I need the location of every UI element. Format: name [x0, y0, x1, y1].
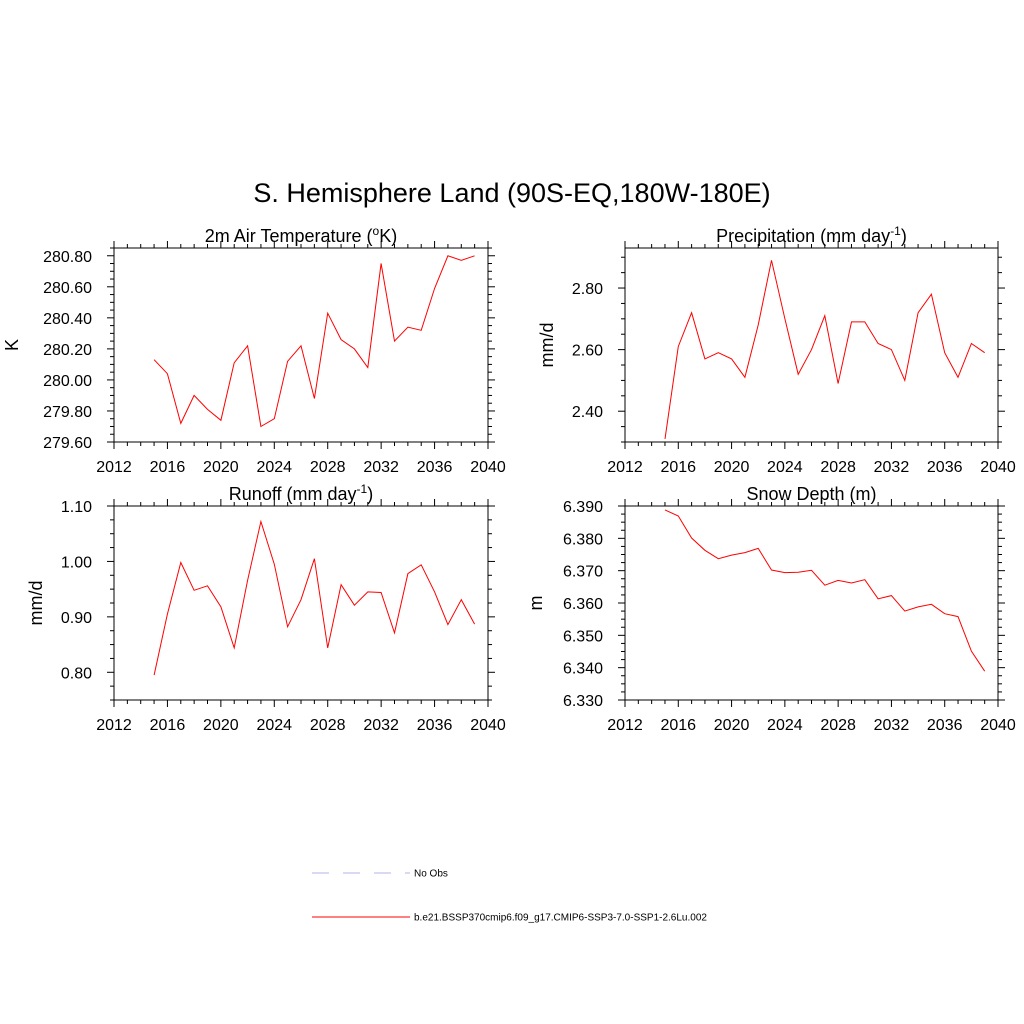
- x-tick-label: 2024: [256, 459, 292, 476]
- panels: 2m Air Temperature (oK) K 2012 2016 2020 2024…: [2, 224, 1016, 734]
- x-tick-label: 2020: [714, 717, 750, 734]
- x-tick-label: 2024: [256, 717, 292, 734]
- panel-title-end: ): [367, 484, 373, 504]
- x-tick-label: 2024: [767, 717, 803, 734]
- x-tick-label: 2036: [927, 459, 963, 476]
- y-tick-label: 6.350: [563, 628, 603, 645]
- y-tick-label: 280.40: [43, 311, 92, 328]
- panel-2: Precipitation (mm day-1) mm/d 2012 2016 2020…: [537, 224, 1016, 476]
- y-tick-label: 6.390: [563, 499, 603, 516]
- x-tick-label: 2016: [150, 459, 186, 476]
- legend: No Obs b.e21.BSSP370cmip6.f09_g17.CMIP6-S…: [312, 869, 707, 924]
- x-tick-label: 2032: [363, 459, 399, 476]
- x-tick-label: 2024: [767, 459, 803, 476]
- series-line: [153, 255, 475, 428]
- panel-title-end: K): [379, 226, 397, 246]
- y-tick-label: 6.340: [563, 661, 603, 678]
- panel-title: Snow Depth (m): [746, 484, 876, 504]
- y-tick-label: 6.370: [563, 564, 603, 581]
- x-tick-label: 2036: [417, 717, 453, 734]
- x-tick-label: 2032: [874, 717, 910, 734]
- y-tick-label: 6.330: [563, 693, 603, 710]
- y-axis-label: mm/d: [26, 581, 46, 626]
- y-tick-label: 280.00: [43, 373, 92, 390]
- x-tick-label: 2012: [607, 459, 643, 476]
- y-tick-label: 0.90: [61, 610, 92, 627]
- x-tick-label: 2020: [203, 717, 239, 734]
- panel-1: 2m Air Temperature (oK) K 2012 2016 2020 2024…: [2, 224, 506, 476]
- y-tick-label: 1.10: [61, 499, 92, 516]
- x-tick-label: 2012: [607, 717, 643, 734]
- y-tick-label: 6.380: [563, 531, 603, 548]
- x-tick-label: 2028: [820, 717, 856, 734]
- x-tick-label: 2040: [470, 717, 506, 734]
- x-tick-label: 2036: [927, 717, 963, 734]
- x-tick-label: 2020: [714, 459, 750, 476]
- plot-frame: [624, 505, 999, 701]
- y-axis-label: m: [526, 596, 546, 611]
- x-tick-label: 2016: [150, 717, 186, 734]
- panel-title-text: Runoff (mm day: [229, 484, 357, 504]
- panel-title: Precipitation (mm day-1): [716, 224, 907, 246]
- panel-title-superscript: o: [373, 224, 380, 238]
- y-tick-label: 280.60: [43, 280, 92, 297]
- x-tick-label: 2016: [660, 717, 696, 734]
- panel-3: Runoff (mm day-1) mm/d 2012 2016 2020 2024 202…: [26, 482, 506, 734]
- y-tick-label: 2.80: [572, 281, 603, 298]
- series-line: [664, 509, 986, 672]
- x-tick-label: 2040: [980, 459, 1016, 476]
- x-tick-label: 2032: [363, 717, 399, 734]
- y-axis-label: K: [2, 339, 22, 351]
- x-tick-label: 2040: [470, 459, 506, 476]
- x-tick-label: 2032: [874, 459, 910, 476]
- series-line: [153, 519, 476, 676]
- figure-title: S. Hemisphere Land (90S-EQ,180W-180E): [253, 178, 770, 208]
- x-tick-label: 2028: [310, 717, 346, 734]
- y-tick-label: 6.360: [563, 596, 603, 613]
- panel-title: 2m Air Temperature (oK): [205, 224, 397, 246]
- y-tick-label: 279.80: [43, 404, 92, 421]
- legend-label-2: b.e21.BSSP370cmip6.f09_g17.CMIP6-SSP3-7.…: [414, 913, 707, 924]
- plot-frame: [624, 247, 999, 443]
- panel-title-end: ): [901, 226, 907, 246]
- x-tick-label: 2028: [820, 459, 856, 476]
- x-tick-label: 2020: [203, 459, 239, 476]
- panel-4: Snow Depth (m) m 2012 2016 2020 2024 2028 2032 2…: [526, 484, 1016, 734]
- y-tick-label: 279.60: [43, 435, 92, 452]
- panel-title-text: Snow Depth (m): [746, 484, 876, 504]
- x-tick-label: 2012: [96, 717, 132, 734]
- x-tick-label: 2036: [417, 459, 453, 476]
- y-tick-label: 280.20: [43, 342, 92, 359]
- x-tick-label: 2016: [660, 459, 696, 476]
- y-tick-label: 2.40: [572, 404, 603, 421]
- y-tick-label: 1.00: [61, 554, 92, 571]
- x-tick-label: 2012: [96, 459, 132, 476]
- panel-title-text: 2m Air Temperature (: [205, 226, 373, 246]
- series-line: [664, 260, 985, 439]
- x-tick-label: 2028: [310, 459, 346, 476]
- panel-title-superscript: -1: [357, 482, 368, 496]
- panel-title-text: Precipitation (mm day: [716, 226, 890, 246]
- panel-title-superscript: -1: [890, 224, 901, 238]
- y-tick-label: 2.60: [572, 343, 603, 360]
- legend-label-1: No Obs: [414, 869, 448, 880]
- panel-title: Runoff (mm day-1): [229, 482, 373, 504]
- y-axis-label: mm/d: [537, 323, 557, 368]
- y-tick-label: 0.80: [61, 665, 92, 682]
- y-tick-label: 280.80: [43, 249, 92, 266]
- plot-frame: [113, 247, 489, 443]
- x-tick-label: 2040: [980, 717, 1016, 734]
